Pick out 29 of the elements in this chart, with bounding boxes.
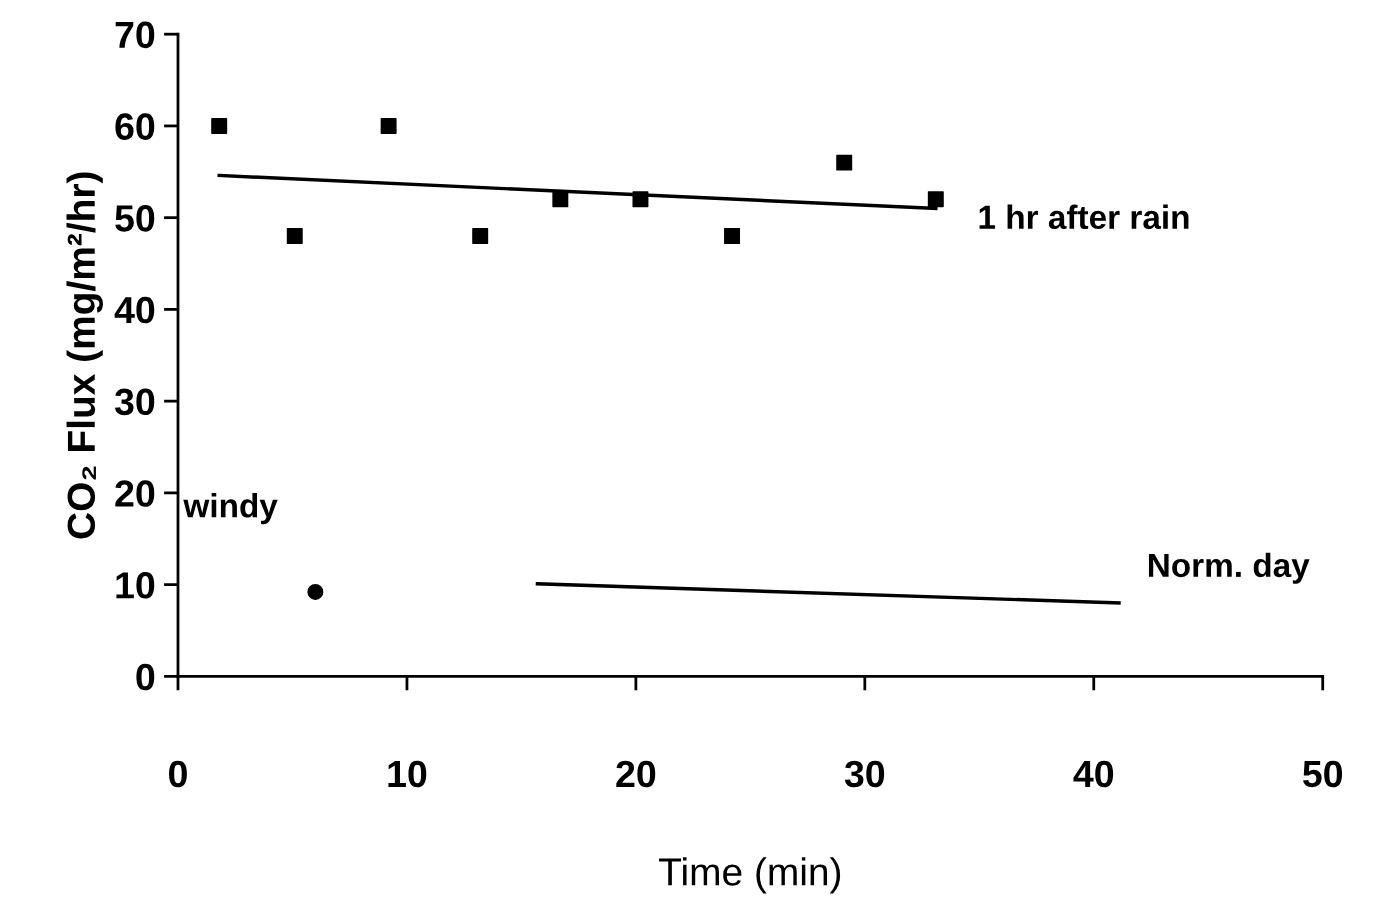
series-label: 1 hr after rain [979, 204, 1189, 230]
y-tick-label: 50 [115, 205, 155, 232]
x-tick-label: 50 [1303, 760, 1343, 788]
x-tick-label: 40 [1073, 760, 1114, 788]
y-tick-label: 30 [114, 388, 155, 416]
point [927, 191, 944, 208]
point [552, 191, 569, 208]
point [380, 117, 397, 134]
y-tick-label: 0 [136, 663, 155, 691]
point [286, 228, 303, 244]
point [307, 583, 324, 600]
point [724, 228, 741, 244]
series-label: Norm. day [1148, 552, 1310, 584]
y-tick-label: 70 [115, 21, 155, 49]
y-tick-label: 20 [115, 480, 155, 507]
point [472, 228, 489, 244]
y-tick-label: 40 [114, 296, 155, 324]
x-tick-label: 0 [169, 760, 187, 788]
point [632, 191, 649, 208]
y-tick-label: 10 [116, 572, 155, 599]
text: windy [183, 493, 278, 525]
y-axis-title: CO₂ Flux (mg/m²/hr) [66, 172, 103, 539]
x-axis-title: Time (min) [659, 857, 841, 894]
point [211, 117, 228, 134]
x-tick-label: 10 [388, 760, 427, 788]
point [836, 154, 853, 171]
x-tick-label: 30 [844, 760, 885, 788]
y-tick-label: 60 [115, 113, 155, 140]
x-tick-label: 20 [616, 760, 656, 788]
